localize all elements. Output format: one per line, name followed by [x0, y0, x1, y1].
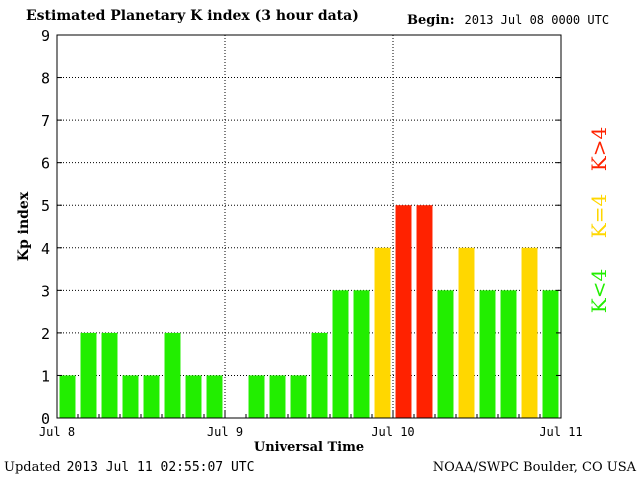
bar [437, 290, 454, 418]
updated-label: Updated [4, 460, 61, 475]
credit-text: NOAA/SWPC Boulder, CO USA [432, 460, 636, 475]
bar [248, 375, 265, 418]
y-tick-label: 5 [41, 197, 50, 215]
x-tick-label: Jul 11 [539, 425, 582, 439]
y-tick-label: 8 [41, 70, 50, 88]
bar [269, 375, 286, 418]
y-tick-label: 6 [41, 155, 50, 173]
x-tick-label: Jul 8 [39, 425, 75, 439]
bar [59, 375, 76, 418]
y-axis-label: Kp index [16, 191, 32, 261]
y-tick-label: 4 [41, 240, 50, 258]
y-tick-label: 7 [41, 112, 50, 130]
bar [395, 205, 412, 418]
bar [374, 247, 391, 418]
x-tick-label: Jul 10 [371, 425, 414, 439]
bar [332, 290, 349, 418]
bar [458, 247, 475, 418]
chart-title: Estimated Planetary K index (3 hour data… [26, 8, 359, 24]
begin-label: Begin: [407, 13, 455, 28]
bar [143, 375, 160, 418]
bar [500, 290, 517, 418]
begin-value: 2013 Jul 08 0000 UTC [464, 13, 610, 27]
bar [122, 375, 139, 418]
bar [101, 332, 118, 418]
x-axis-label: Universal Time [254, 440, 364, 455]
bar [206, 375, 223, 418]
bar [542, 290, 559, 418]
bar [521, 247, 538, 418]
bar [80, 332, 97, 418]
bar [479, 290, 496, 418]
x-tick-label: Jul 9 [207, 425, 243, 439]
bar [353, 290, 370, 418]
y-tick-label: 9 [41, 27, 50, 45]
bar [164, 332, 181, 418]
legend-moderate: K=4 [587, 193, 611, 239]
bar [290, 375, 307, 418]
updated-time: Updated 2013 Jul 11 02:55:07 UTC [4, 460, 254, 475]
y-tick-label: 2 [41, 325, 50, 343]
legend-low: K<4 [587, 268, 611, 314]
y-tick-label: 0 [41, 410, 50, 428]
legend-high: K>4 [587, 126, 611, 172]
begin-time: Begin: 2013 Jul 08 0000 UTC [407, 13, 609, 28]
y-tick-label: 1 [41, 367, 50, 385]
bar [311, 332, 328, 418]
bar [185, 375, 202, 418]
y-tick-label: 3 [41, 282, 50, 300]
bar [416, 205, 433, 418]
updated-value: 2013 Jul 11 02:55:07 UTC [66, 460, 255, 475]
